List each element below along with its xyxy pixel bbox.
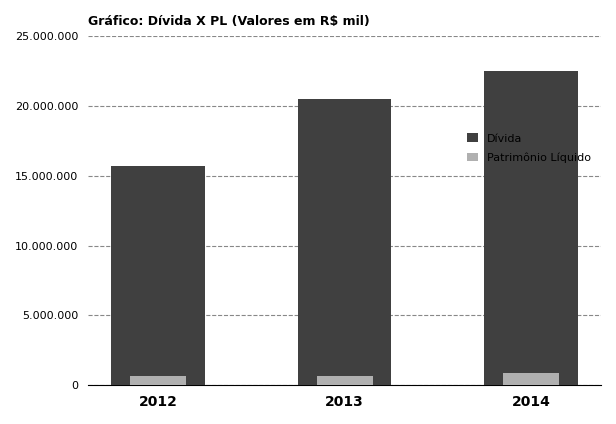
Bar: [484, 71, 578, 385]
Legend: Dívida, Patrimônio Líquido: Dívida, Patrimônio Líquido: [463, 129, 596, 167]
Bar: [317, 376, 373, 385]
Text: Gráfico: Dívida X PL (Valores em R$ mil): Gráfico: Dívida X PL (Valores em R$ mil): [88, 15, 370, 28]
Bar: [298, 99, 391, 385]
Bar: [111, 166, 205, 385]
Bar: [130, 376, 186, 385]
Bar: [503, 373, 559, 385]
